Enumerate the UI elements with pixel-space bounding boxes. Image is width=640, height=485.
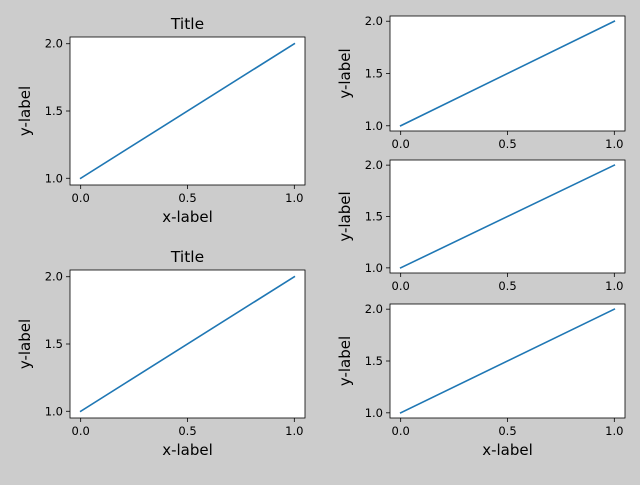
axes-4-xtick-label: 1.0 [285,424,303,438]
axes-3-xtick-label: 1.0 [605,279,623,293]
axes-3-ytick-label: 1.0 [365,261,383,275]
axes-5-ytick-label: 2.0 [365,302,383,316]
axes-3-series-line [399,164,616,269]
axes-2-ytick-label: 1.0 [365,119,383,133]
axes-4-title: Title [170,248,204,266]
axes-1-ylabel: y-label [16,86,34,136]
axes-4-series-line [79,275,296,413]
axes-5-ytick-label: 1.5 [365,354,383,368]
axes-3-ytick-label: 2.0 [365,158,383,172]
axes-5-xtick-label: 0.5 [498,424,516,438]
axes-2-xtick-label: 1.0 [605,137,623,151]
axes-5-ylabel: y-label [336,336,354,386]
axes-5-series-line [399,308,616,414]
axes-2-ylabel: y-label [336,48,354,98]
axes-4-ytick-label: 1.0 [45,404,63,418]
axes-5-ytick-label: 1.0 [365,406,383,420]
axes-4-xtick-label: 0.0 [72,424,90,438]
axes-5-xlabel: x-label [482,441,533,459]
axes-1-xtick-label: 0.0 [72,191,90,205]
axes-1-xtick-label: 1.0 [285,191,303,205]
axes-1-ytick-label: 1.5 [45,104,63,118]
axes-3-xtick-label: 0.5 [498,279,516,293]
axes-4-ytick-label: 2.0 [45,270,63,284]
axes-1-ytick-label: 1.0 [45,171,63,185]
axes-1-xtick-label: 0.5 [178,191,196,205]
axes-3-ylabel: y-label [336,191,354,241]
axes-2-xtick-label: 0.0 [392,137,410,151]
axes-1-xlabel: x-label [162,208,213,226]
axes-2-xtick-label: 0.5 [498,137,516,151]
axes-1-series-line [79,42,296,180]
axes-3-xtick-label: 0.0 [392,279,410,293]
axes-1-ytick-label: 2.0 [45,37,63,51]
axes-5-xtick-label: 0.0 [392,424,410,438]
axes-2-ytick-label: 1.5 [365,67,383,81]
axes-4-ylabel: y-label [16,319,34,369]
axes-3-ytick-label: 1.5 [365,210,383,224]
axes-5-xtick-label: 1.0 [605,424,623,438]
axes-4-xlabel: x-label [162,441,213,459]
axes-2-series-line [399,20,616,127]
axes-4-ytick-label: 1.5 [45,337,63,351]
axes-4-xtick-label: 0.5 [178,424,196,438]
axes-1-title: Title [170,15,204,33]
axes-2-ytick-label: 2.0 [365,14,383,28]
